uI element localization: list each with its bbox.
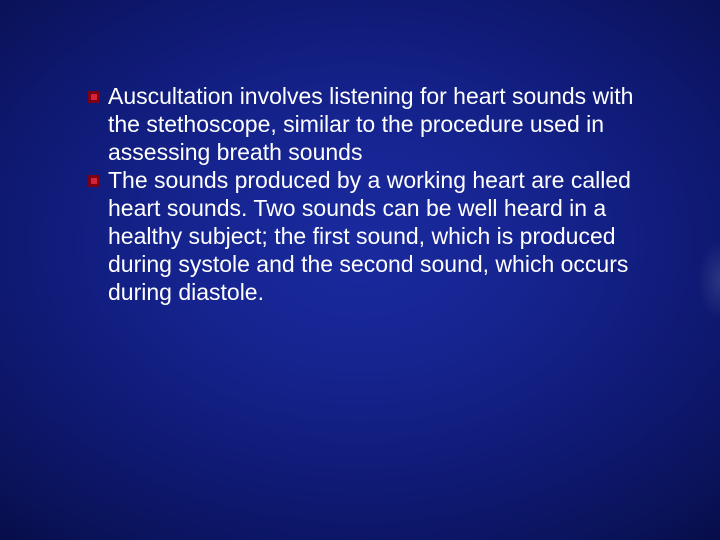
content-area: Auscultation involves listening for hear… <box>108 82 660 306</box>
list-item: The sounds produced by a working heart a… <box>108 166 660 306</box>
bullet-icon <box>88 91 100 103</box>
slide: Auscultation involves listening for hear… <box>0 0 720 540</box>
list-item: Auscultation involves listening for hear… <box>108 82 660 166</box>
bullet-text: The sounds produced by a working heart a… <box>108 166 660 306</box>
bullet-text: Auscultation involves listening for hear… <box>108 82 660 166</box>
bullet-icon <box>88 175 100 187</box>
light-accent <box>698 240 720 320</box>
